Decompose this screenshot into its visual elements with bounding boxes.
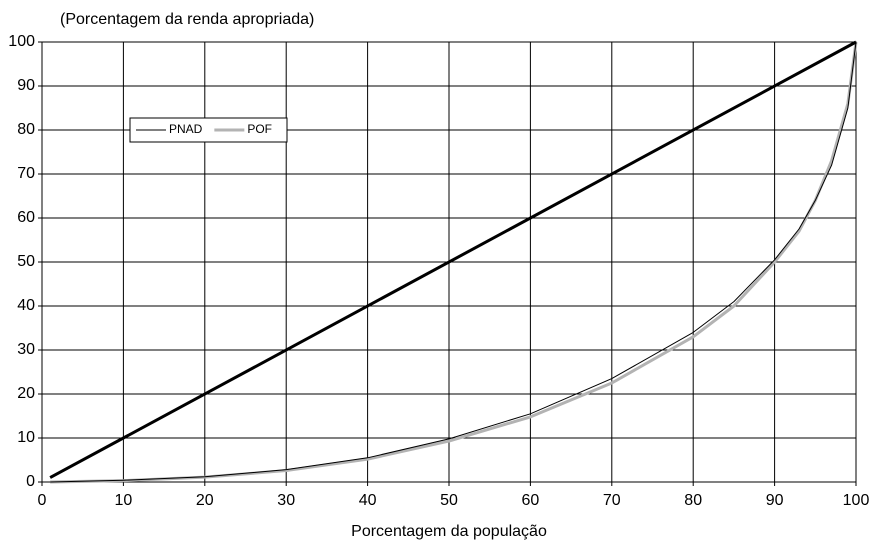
x-tick-label: 60 [522,492,540,509]
y-tick-label: 40 [17,297,35,314]
y-tick-label: 30 [17,341,35,358]
x-tick-label: 100 [843,492,870,509]
y-axis-label: (Porcentagem da renda apropriada) [60,11,314,28]
x-tick-label: 90 [766,492,784,509]
x-tick-label: 40 [359,492,377,509]
y-tick-label: 20 [17,385,35,402]
y-tick-label: 60 [17,209,35,226]
x-tick-label: 50 [440,492,458,509]
x-axis-label: Porcentagem da população [351,523,547,540]
x-tick-label: 0 [38,492,47,509]
y-tick-label: 0 [26,473,35,490]
y-tick-label: 50 [17,253,35,270]
y-tick-label: 70 [17,165,35,182]
y-tick-label: 80 [17,121,35,138]
y-tick-label: 10 [17,429,35,446]
series-line [50,41,857,483]
y-tick-label: 90 [17,77,35,94]
series-line [49,40,857,479]
legend-label: POF [247,122,272,136]
x-tick-label: 70 [603,492,621,509]
x-tick-label: 30 [277,492,295,509]
series-line [50,41,858,484]
x-tick-label: 10 [115,492,133,509]
y-tick-label: 100 [8,33,35,50]
legend-label: PNAD [169,122,203,136]
x-tick-label: 20 [196,492,214,509]
x-tick-label: 80 [684,492,702,509]
